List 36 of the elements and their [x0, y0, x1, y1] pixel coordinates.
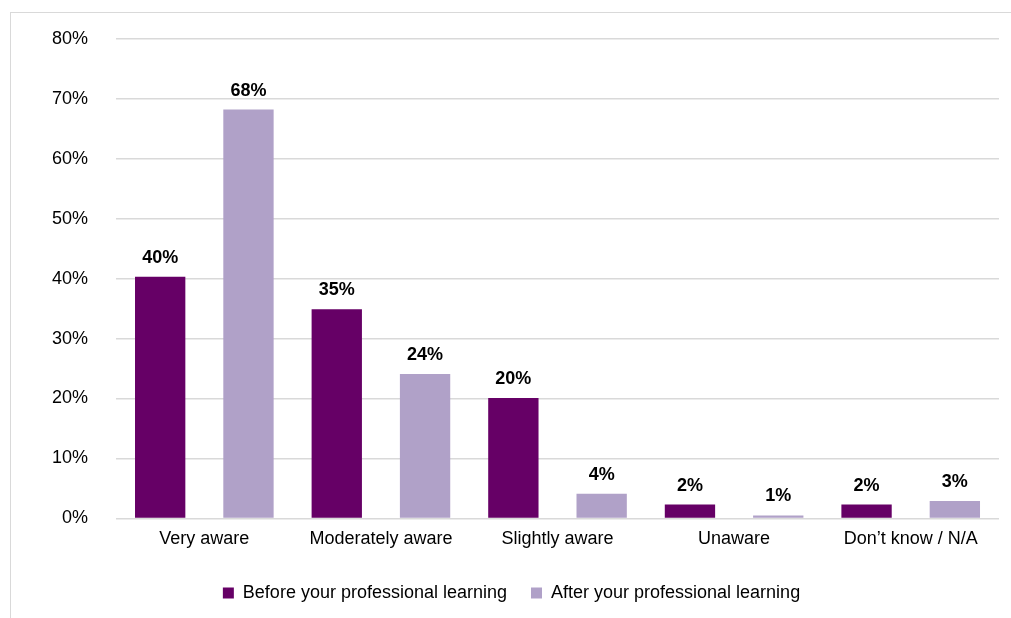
data-label: 1%	[765, 485, 792, 506]
bar	[841, 504, 892, 518]
data-label: 2%	[676, 474, 703, 495]
x-tick-label: Slightly aware	[501, 528, 614, 549]
bar	[311, 309, 362, 518]
bar	[488, 397, 539, 518]
y-tick-label: 50%	[52, 207, 89, 228]
y-tick-label: 30%	[52, 327, 89, 348]
x-tick-label: Don’t know / N/A	[843, 528, 978, 549]
y-tick-label: 10%	[52, 447, 89, 468]
data-label: 35%	[318, 279, 355, 300]
bar	[399, 373, 451, 518]
y-tick-label: 60%	[52, 147, 89, 168]
y-tick-label: 0%	[62, 507, 89, 528]
x-tick-label: Unaware	[698, 528, 771, 549]
bar	[664, 504, 716, 518]
y-tick-label: 20%	[52, 387, 89, 408]
y-tick-label: 40%	[52, 267, 89, 288]
bar	[929, 501, 981, 518]
y-tick-label: 70%	[52, 87, 89, 108]
bar	[753, 515, 804, 518]
legend-label: After your professional learning	[551, 581, 801, 602]
data-label: 68%	[230, 79, 267, 100]
y-tick-label: 80%	[52, 27, 89, 48]
data-label: 4%	[588, 463, 615, 484]
data-label: 24%	[407, 343, 444, 364]
data-label: 40%	[142, 246, 179, 267]
data-label: 20%	[495, 367, 532, 388]
bar	[576, 493, 627, 518]
x-tick-label: Very aware	[159, 528, 250, 549]
data-label: 3%	[941, 470, 968, 491]
legend-label: Before your professional learning	[242, 581, 508, 602]
bar	[135, 276, 186, 518]
x-tick-label: Moderately aware	[309, 528, 453, 549]
data-label: 2%	[853, 474, 880, 495]
bar	[223, 109, 274, 518]
